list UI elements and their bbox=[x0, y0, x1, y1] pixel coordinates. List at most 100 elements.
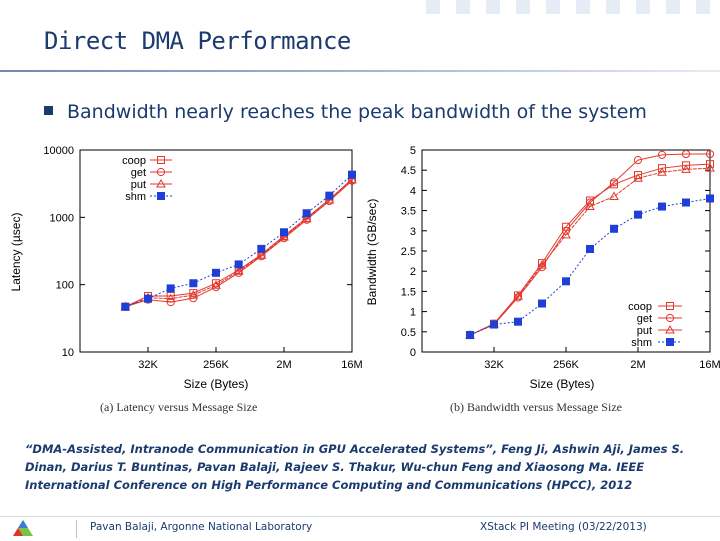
data-point-put bbox=[537, 260, 547, 269]
latency-chart: 10000 1000 100 10 32K 256K 2M 16M coopgetputsh… bbox=[9, 145, 362, 391]
data-point-shm bbox=[658, 202, 666, 211]
legend-label-get: get bbox=[131, 167, 146, 179]
data-point-shm bbox=[166, 284, 175, 293]
legend-marker-put bbox=[156, 178, 166, 188]
legend-marker-put bbox=[665, 324, 675, 334]
legend-label-shm: shm bbox=[125, 191, 146, 203]
legend-label-coop: coop bbox=[628, 301, 652, 313]
data-point-put bbox=[705, 163, 715, 172]
x-tick-label: 32K bbox=[138, 359, 158, 371]
data-point-shm bbox=[257, 244, 266, 253]
data-point-shm bbox=[466, 331, 474, 340]
y-tick-label: 3.5 bbox=[401, 206, 416, 218]
slide-title: Direct DMA Performance bbox=[44, 27, 351, 55]
data-point-coop bbox=[166, 291, 175, 300]
y-tick-label: 10 bbox=[62, 347, 74, 359]
data-point-put bbox=[561, 229, 571, 239]
data-point-shm bbox=[706, 194, 714, 203]
data-point-shm bbox=[514, 317, 522, 326]
latency-ylabel: Latency (µsec) bbox=[9, 213, 23, 292]
title-underline bbox=[0, 70, 720, 72]
latency-xlabel: Size (Bytes) bbox=[184, 377, 249, 391]
bullet-text: Bandwidth nearly reaches the peak bandwi… bbox=[67, 101, 647, 123]
data-point-put bbox=[609, 191, 619, 200]
data-point-shm bbox=[189, 279, 198, 288]
series-line-put bbox=[469, 167, 711, 336]
legend-marker-get bbox=[665, 313, 675, 323]
top-ribbon bbox=[0, 0, 720, 16]
data-point-put bbox=[681, 164, 691, 173]
data-point-coop bbox=[682, 161, 690, 170]
x-tick-label: 16M bbox=[341, 359, 362, 371]
data-point-shm bbox=[348, 170, 356, 179]
data-point-put bbox=[633, 173, 643, 182]
data-point-put bbox=[324, 195, 335, 204]
series-line-shm bbox=[469, 197, 711, 336]
x-tick-label: 256K bbox=[203, 359, 229, 371]
y-tick-label: 3 bbox=[410, 226, 416, 238]
data-point-shm bbox=[490, 320, 498, 329]
y-tick-label: 0 bbox=[410, 347, 416, 359]
decorative-squares bbox=[426, 0, 720, 16]
data-point-shm bbox=[634, 210, 642, 219]
y-tick-label: 2 bbox=[410, 266, 416, 278]
legend-marker-shm bbox=[666, 338, 674, 346]
data-point-shm bbox=[212, 268, 220, 277]
y-tick-label: 100 bbox=[56, 280, 74, 292]
legend-label-get: get bbox=[637, 313, 652, 325]
bandwidth-chart: 5 4.5 4 3.5 3 2.5 2 1.5 1 0.5 0 32K 256K 2M 16M coopg… bbox=[365, 145, 720, 391]
data-point-shm bbox=[234, 260, 243, 269]
footer-separator bbox=[76, 520, 77, 538]
bullet-square-icon bbox=[44, 106, 53, 115]
data-point-put bbox=[347, 174, 357, 184]
citation: “DMA-Assisted, Intranode Communication i… bbox=[25, 442, 685, 492]
legend-label-put: put bbox=[131, 179, 146, 191]
series-line-get bbox=[125, 180, 353, 308]
y-tick-label: 1000 bbox=[50, 212, 74, 224]
y-tick-label: 4 bbox=[410, 185, 416, 197]
data-point-put bbox=[585, 201, 595, 211]
data-point-put bbox=[301, 213, 312, 223]
x-tick-label: 2M bbox=[630, 359, 645, 371]
y-tick-label: 1.5 bbox=[401, 286, 416, 298]
footer-bar bbox=[0, 516, 720, 541]
data-point-get bbox=[633, 156, 643, 165]
data-point-shm bbox=[325, 191, 334, 200]
footer-author: Pavan Balaji, Argonne National Laborator… bbox=[90, 521, 313, 533]
data-point-shm bbox=[121, 302, 130, 311]
argonne-logo-icon bbox=[13, 520, 33, 536]
legend-marker-coop bbox=[666, 302, 674, 310]
legend-marker-shm bbox=[157, 192, 165, 200]
bandwidth-ylabel: Bandwidth (GB/sec) bbox=[365, 199, 379, 306]
plot-frame bbox=[421, 149, 711, 353]
data-point-put bbox=[188, 290, 199, 299]
y-tick-label: 2.5 bbox=[401, 246, 416, 258]
x-tick-label: 16M bbox=[699, 359, 720, 371]
data-point-get bbox=[681, 149, 691, 159]
x-tick-label: 32K bbox=[484, 359, 504, 371]
series-line-put bbox=[125, 179, 353, 308]
data-point-put bbox=[165, 293, 176, 303]
bandwidth-xlabel: Size (Bytes) bbox=[530, 377, 595, 391]
bullet-point: Bandwidth nearly reaches the peak bandwi… bbox=[44, 101, 647, 123]
data-point-shm bbox=[562, 277, 570, 286]
x-tick-label: 256K bbox=[553, 359, 579, 371]
plot-frame bbox=[79, 149, 353, 353]
latency-caption: (a) Latency versus Message Size bbox=[100, 400, 258, 414]
data-point-coop bbox=[706, 160, 714, 169]
y-tick-label: 5 bbox=[410, 145, 416, 157]
data-point-coop bbox=[189, 289, 198, 298]
data-point-shm bbox=[144, 294, 152, 303]
data-point-shm bbox=[302, 209, 311, 218]
data-point-put bbox=[256, 250, 267, 259]
y-tick-label: 0.5 bbox=[401, 327, 416, 339]
data-point-coop bbox=[634, 171, 642, 180]
data-point-get bbox=[657, 150, 667, 159]
x-tick-label: 2M bbox=[276, 359, 291, 371]
series-line-coop bbox=[125, 178, 353, 308]
data-point-get bbox=[705, 149, 715, 159]
data-point-get bbox=[513, 293, 523, 302]
data-point-coop bbox=[658, 164, 666, 173]
y-tick-label: 4.5 bbox=[401, 165, 416, 177]
bandwidth-caption: (b) Bandwidth versus Message Size bbox=[450, 400, 622, 414]
